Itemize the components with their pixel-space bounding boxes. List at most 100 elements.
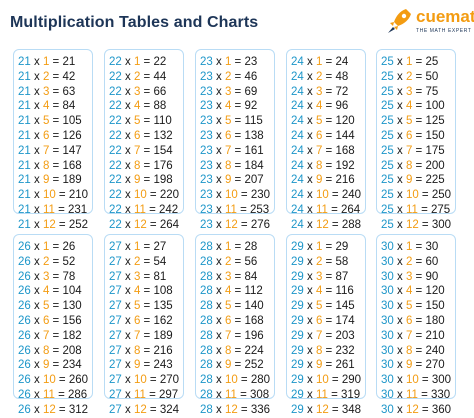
table-row: 21 x 5 = 105 [18,115,82,128]
table-row: 26 x 1 = 26 [18,241,76,253]
table-row: 22 x 6 = 132 [109,129,173,142]
table-row: 24 x 4 = 96 [291,100,349,113]
brand-logo: cuemath THE MATH EXPERT [386,4,474,40]
table-row: 29 x 2 = 58 [291,255,349,268]
table-row: 22 x 5 = 110 [109,115,172,128]
table-row: 28 x 10 = 280 [200,374,271,387]
table-row: 25 x 11 = 275 [381,203,451,216]
table-row: 26 x 6 = 156 [18,314,82,327]
brand-name: cuemath [416,7,474,26]
table-row: 29 x 4 = 116 [291,285,354,298]
table-row: 27 x 8 = 216 [109,344,173,357]
table-row: 30 x 8 = 240 [381,344,445,357]
table-row: 29 x 3 = 87 [291,270,349,283]
table-row: 21 x 11 = 231 [18,203,88,216]
table-row: 24 x 12 = 288 [291,218,362,231]
table-row: 30 x 6 = 180 [381,314,445,327]
table-row: 28 x 11 = 308 [200,388,270,401]
table-row: 23 x 5 = 115 [200,115,263,128]
page-title: Multiplication Tables and Charts [10,14,259,31]
table-row: 27 x 10 = 270 [109,374,180,387]
table-card-23: 23 x 1 = 23 23 x 2 = 46 23 x 3 = 69 23 x 4 … [195,49,275,231]
table-row: 22 x 12 = 264 [109,218,180,231]
table-row: 27 x 7 = 189 [109,329,173,342]
table-row: 24 x 1 = 24 [291,56,349,68]
table-card-29: 29 x 1 = 29 29 x 2 = 58 29 x 3 = 87 29 x 4 … [286,234,366,416]
table-row: 28 x 3 = 84 [200,270,258,283]
table-row: 24 x 3 = 72 [291,85,349,98]
rocket-icon [388,9,411,33]
table-row: 23 x 9 = 207 [200,174,264,187]
table-row: 26 x 5 = 130 [18,300,82,313]
table-row: 28 x 9 = 252 [200,359,264,372]
table-row: 28 x 2 = 56 [200,255,258,268]
table-row: 21 x 10 = 210 [18,189,89,202]
table-row: 29 x 12 = 348 [291,403,362,416]
table-card-21: 21 x 1 = 21 21 x 2 = 42 21 x 3 = 63 21 x 4 … [13,49,93,231]
table-row: 28 x 5 = 140 [200,300,264,313]
table-row: 25 x 2 = 50 [381,70,439,83]
table-row: 26 x 9 = 234 [18,359,82,372]
table-card-26: 26 x 1 = 26 26 x 2 = 52 26 x 3 = 78 26 x 4 … [13,234,93,416]
table-row: 21 x 12 = 252 [18,218,89,231]
table-row: 27 x 1 = 27 [109,241,167,253]
table-row: 22 x 8 = 176 [109,159,173,172]
table-row: 22 x 11 = 242 [109,203,179,216]
table-row: 25 x 1 = 25 [381,56,439,68]
table-row: 26 x 12 = 312 [18,403,89,416]
table-row: 22 x 10 = 220 [109,189,180,202]
table-row: 24 x 7 = 168 [291,144,355,157]
table-row: 24 x 6 = 144 [291,129,355,142]
table-row: 22 x 4 = 88 [109,100,167,113]
table-row: 27 x 3 = 81 [109,270,167,283]
table-row: 25 x 4 = 100 [381,100,445,113]
table-row: 27 x 12 = 324 [109,403,180,416]
table-row: 22 x 3 = 66 [109,85,167,98]
table-row: 23 x 7 = 161 [200,144,264,157]
table-row: 26 x 4 = 104 [18,285,82,298]
table-row: 22 x 7 = 154 [109,144,173,157]
table-row: 27 x 11 = 297 [109,388,179,401]
table-row: 21 x 8 = 168 [18,159,82,172]
table-row: 23 x 12 = 276 [200,218,271,231]
table-row: 30 x 7 = 210 [381,329,445,342]
table-row: 26 x 11 = 286 [18,388,88,401]
table-row: 23 x 2 = 46 [200,70,258,83]
table-row: 26 x 2 = 52 [18,255,76,268]
table-row: 21 x 7 = 147 [18,144,82,157]
table-row: 22 x 1 = 22 [109,56,167,68]
table-row: 28 x 12 = 336 [200,403,271,416]
table-row: 23 x 11 = 253 [200,203,270,216]
table-row: 24 x 10 = 240 [291,189,362,202]
table-row: 26 x 3 = 78 [18,270,76,283]
table-row: 24 x 9 = 216 [291,174,355,187]
table-row: 27 x 6 = 162 [109,314,173,327]
table-row: 26 x 8 = 208 [18,344,82,357]
table-row: 21 x 6 = 126 [18,129,82,142]
table-card-22: 22 x 1 = 22 22 x 2 = 44 22 x 3 = 66 22 x 4 … [104,49,184,231]
table-row: 25 x 8 = 200 [381,159,445,172]
table-row: 29 x 11 = 319 [291,388,361,401]
table-row: 27 x 5 = 135 [109,300,173,313]
table-card-27: 27 x 1 = 27 27 x 2 = 54 27 x 3 = 81 27 x 4 … [104,234,184,416]
table-row: 24 x 11 = 264 [291,203,361,216]
table-row: 22 x 9 = 198 [109,174,173,187]
table-row: 25 x 9 = 225 [381,174,445,187]
table-row: 30 x 9 = 270 [381,359,445,372]
table-row: 29 x 10 = 290 [291,374,362,387]
table-row: 29 x 6 = 174 [291,314,355,327]
table-row: 25 x 6 = 150 [381,129,445,142]
table-card-24: 24 x 1 = 24 24 x 2 = 48 24 x 3 = 72 24 x 4 … [286,49,366,231]
table-row: 26 x 7 = 182 [18,329,82,342]
table-row: 25 x 7 = 175 [381,144,445,157]
table-row: 21 x 9 = 189 [18,174,82,187]
table-row: 24 x 5 = 120 [291,115,355,128]
table-card-28: 28 x 1 = 28 28 x 2 = 56 28 x 3 = 84 28 x 4 … [195,234,275,416]
table-row: 28 x 4 = 112 [200,285,263,298]
table-row: 21 x 1 = 21 [18,56,76,68]
table-row: 23 x 4 = 92 [200,100,258,113]
table-row: 25 x 3 = 75 [381,85,439,98]
table-row: 25 x 12 = 300 [381,218,452,231]
table-row: 21 x 2 = 42 [18,70,76,83]
table-row: 29 x 9 = 261 [291,359,355,372]
